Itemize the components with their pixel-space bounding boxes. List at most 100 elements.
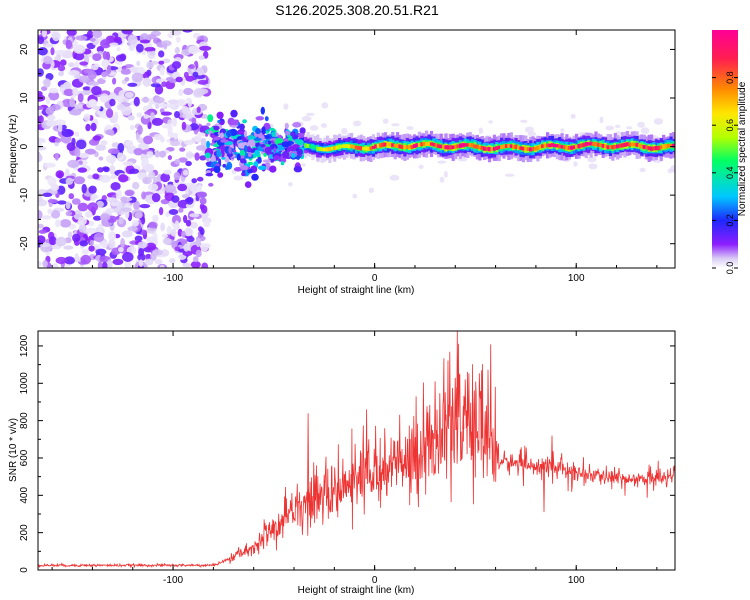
- heatmap-cell: [410, 145, 414, 149]
- heatmap-cell: [203, 219, 211, 228]
- heatmap-cell: [147, 183, 159, 191]
- heatmap-cell: [323, 147, 327, 152]
- heatmap-cell: [199, 203, 205, 210]
- heatmap-cell: [618, 143, 622, 148]
- heatmap-cell: [466, 143, 470, 147]
- heatmap-cell: [158, 50, 165, 58]
- heatmap-cell: [282, 150, 290, 159]
- heatmap-cell: [77, 93, 84, 103]
- heatmap-cell: [148, 98, 153, 108]
- heatmap-cell: [238, 130, 246, 135]
- heatmap-cell: [65, 168, 70, 176]
- heatmap-cell: [118, 247, 124, 253]
- heatmap-cell: [254, 150, 260, 157]
- heatmap-cell: [124, 190, 134, 196]
- snr-x-label: Height of straight line (km): [298, 585, 415, 596]
- heatmap-cell: [158, 103, 169, 108]
- heatmap-cell: [570, 113, 576, 119]
- heatmap-cell: [68, 193, 75, 200]
- heatmap-cell: [271, 131, 276, 138]
- heatmap-cell: [194, 152, 200, 161]
- heatmap-cell: [45, 96, 51, 105]
- heatmap-cell: [264, 146, 273, 155]
- heatmap-y-tick-label: -10: [19, 187, 30, 202]
- heatmap-cell: [161, 124, 173, 129]
- heatmap-cell: [611, 145, 615, 150]
- heatmap-cell: [371, 145, 375, 149]
- heatmap-cell: [47, 199, 58, 204]
- snr-x-tick-label: -100: [163, 575, 183, 586]
- heatmap-cell: [143, 135, 154, 145]
- colorbar-tick-label: 0.0: [725, 262, 735, 275]
- heatmap-cell: [112, 258, 124, 266]
- heatmap-cell: [199, 197, 207, 205]
- heatmap-cell: [145, 242, 157, 251]
- heatmap-cell: [650, 146, 654, 151]
- heatmap-cell: [41, 30, 47, 38]
- heatmap-cell: [237, 142, 247, 149]
- heatmap-cell: [330, 146, 334, 151]
- heatmap-cell: [485, 147, 489, 151]
- heatmap-cell: [142, 77, 152, 87]
- heatmap-cell: [196, 176, 204, 182]
- heatmap-cell: [666, 143, 671, 148]
- heatmap-cell: [263, 152, 267, 157]
- heatmap-cell: [205, 172, 214, 177]
- heatmap-cell: [340, 144, 344, 148]
- heatmap-cell: [93, 215, 102, 221]
- snr-y-label: SNR (10 * v/v): [8, 418, 19, 482]
- heatmap-cell: [226, 152, 233, 158]
- heatmap-cell: [55, 170, 65, 179]
- heatmap-cell: [502, 144, 506, 149]
- heatmap-cell: [181, 49, 191, 56]
- heatmap-cell: [106, 259, 113, 268]
- heatmap-cell: [151, 117, 164, 126]
- heatmap-cell: [226, 130, 232, 138]
- heatmap-cell: [88, 185, 97, 194]
- heatmap-cell: [657, 145, 661, 151]
- heatmap-cell: [38, 261, 42, 267]
- heatmap-cell: [141, 97, 150, 103]
- heatmap-cell: [642, 145, 646, 150]
- heatmap-cell: [239, 149, 246, 158]
- colorbar-gradient: [712, 30, 738, 268]
- heatmap-cell: [141, 191, 147, 200]
- heatmap-cell: [105, 129, 115, 136]
- heatmap-cell: [38, 105, 44, 111]
- heatmap-cell: [127, 114, 135, 121]
- heatmap-cell: [167, 131, 174, 138]
- heatmap-cell: [117, 151, 124, 161]
- heatmap-cell: [439, 176, 445, 183]
- heatmap-cell: [152, 214, 159, 223]
- heatmap-cell: [38, 146, 47, 151]
- heatmap-cell: [108, 148, 120, 155]
- heatmap-cell: [150, 112, 155, 118]
- heatmap-cell: [383, 142, 388, 147]
- heatmap-cell: [72, 87, 78, 97]
- heatmap-cell: [189, 221, 198, 229]
- heatmap-cell: [64, 256, 76, 265]
- heatmap-cell: [437, 160, 447, 164]
- heatmap-cell: [253, 137, 262, 141]
- heatmap-cell: [188, 64, 195, 70]
- heatmap-cell: [91, 64, 99, 71]
- heatmap-cell: [575, 144, 579, 149]
- heatmap-cell: [444, 145, 448, 150]
- heatmap-cell: [398, 144, 402, 149]
- heatmap-cell: [247, 151, 252, 158]
- heatmap-cell: [285, 130, 290, 136]
- heatmap-cell: [228, 146, 232, 155]
- heatmap-cell: [560, 128, 565, 133]
- heatmap-cell: [342, 144, 346, 148]
- heatmap-cell: [640, 127, 650, 134]
- heatmap-cell: [154, 259, 163, 265]
- heatmap-cell: [193, 256, 199, 263]
- heatmap-cell: [65, 211, 73, 217]
- heatmap-cell: [50, 47, 55, 56]
- snr-x-tick-label: 0: [372, 575, 378, 586]
- heatmap-cell: [242, 119, 248, 124]
- heatmap-cell: [57, 65, 66, 72]
- heatmap-cell: [76, 103, 83, 109]
- heatmap-cell: [623, 142, 627, 147]
- heatmap-cell: [577, 144, 581, 149]
